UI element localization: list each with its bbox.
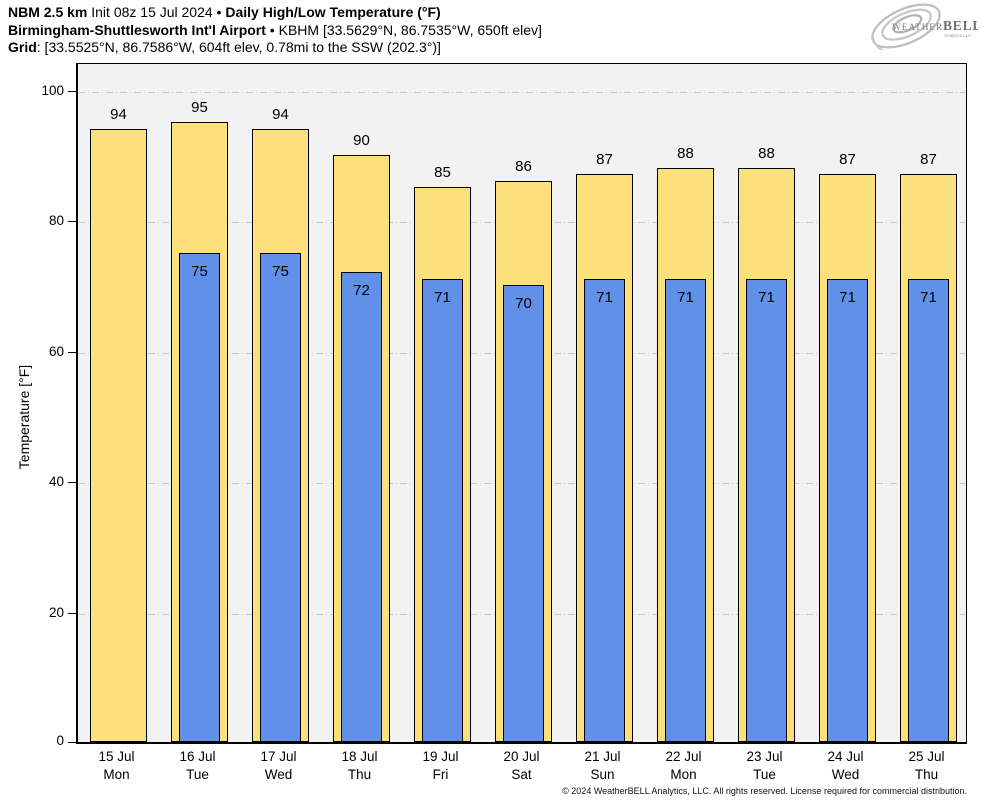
station-name: Birmingham-Shuttlesworth Int'l Airport xyxy=(8,21,266,38)
x-day: Tue xyxy=(186,766,209,782)
x-date: 22 Jul xyxy=(665,749,702,764)
x-date: 15 Jul xyxy=(98,749,135,764)
x-day: Thu xyxy=(914,766,939,782)
x-tick-label: 18 Jul Thu xyxy=(319,748,401,783)
x-tick-label: 21 Jul Sun xyxy=(562,748,644,783)
copyright-notice: © 2024 WeatherBELL Analytics, LLC. All r… xyxy=(562,786,967,796)
low-value-label: 71 xyxy=(839,289,856,306)
high-value-label: 88 xyxy=(677,145,694,162)
y-tick-20 xyxy=(68,612,76,614)
high-value-label: 86 xyxy=(515,158,532,175)
high-value-label: 85 xyxy=(434,164,451,181)
hurricane-swirl-icon xyxy=(871,3,941,50)
header-line-2: Birmingham-Shuttlesworth Int'l Airport •… xyxy=(8,22,542,40)
low-bar xyxy=(665,279,706,742)
x-tick-label: 25 Jul Thu xyxy=(886,748,968,783)
high-bar xyxy=(90,129,147,742)
y-tick-label-20: 20 xyxy=(48,604,64,620)
low-bar xyxy=(908,279,949,742)
x-date: 23 Jul xyxy=(746,749,783,764)
high-value-label: 87 xyxy=(596,151,613,168)
x-day: Mon xyxy=(670,766,697,782)
logo-weather-text: WEATHER xyxy=(892,23,943,33)
high-value-label: 87 xyxy=(920,151,937,168)
high-value-label: 94 xyxy=(272,106,289,123)
y-tick-100 xyxy=(68,90,76,92)
chart-title: Daily High/Low Temperature (°F) xyxy=(225,4,441,20)
x-day: Mon xyxy=(103,766,130,782)
low-bar xyxy=(746,279,787,742)
high-value-label: 87 xyxy=(839,151,856,168)
y-tick-label-100: 100 xyxy=(41,82,64,98)
header-line-1: NBM 2.5 km Init 08z 15 Jul 2024 • Daily … xyxy=(8,4,542,22)
low-bar xyxy=(260,253,301,742)
low-value-label: 71 xyxy=(677,289,694,306)
x-tick-label: 16 Jul Tue xyxy=(157,748,239,783)
x-day: Sat xyxy=(511,766,532,782)
x-day: Thu xyxy=(347,766,372,782)
x-date: 21 Jul xyxy=(584,749,621,764)
low-value-label: 75 xyxy=(191,263,208,280)
x-date: 17 Jul xyxy=(260,749,297,764)
x-day: Tue xyxy=(753,766,776,782)
y-tick-60 xyxy=(68,351,76,353)
low-value-label: 71 xyxy=(920,289,937,306)
x-tick-label: 24 Jul Wed xyxy=(805,748,887,783)
header-line-3: Grid: [33.5525°N, 86.7586°W, 604ft elev,… xyxy=(8,39,542,57)
low-value-label: 71 xyxy=(596,289,613,306)
y-tick-80 xyxy=(68,221,76,222)
y-tick-40 xyxy=(68,482,76,483)
low-bar xyxy=(179,253,220,742)
x-tick-label: 23 Jul Tue xyxy=(724,748,806,783)
low-value-label: 71 xyxy=(758,289,775,306)
x-date: 16 Jul xyxy=(179,749,216,764)
low-value-label: 70 xyxy=(515,295,532,312)
logo-subtext: Analytics LLC xyxy=(944,33,972,38)
low-bar xyxy=(341,272,382,742)
x-day: Sun xyxy=(590,766,615,782)
high-value-label: 94 xyxy=(110,106,127,123)
x-date: 20 Jul xyxy=(503,749,540,764)
x-tick-label: 22 Jul Mon xyxy=(643,748,725,783)
init-time: Init 08z 15 Jul 2024 • xyxy=(87,4,226,20)
x-date: 18 Jul xyxy=(341,749,378,764)
model-name: NBM 2.5 km xyxy=(8,4,88,20)
y-axis-title: Temperature [°F] xyxy=(16,364,32,470)
x-day: Wed xyxy=(831,766,860,782)
low-bar xyxy=(827,279,868,742)
x-tick-label: 15 Jul Mon xyxy=(76,748,158,783)
low-value-label: 75 xyxy=(272,263,289,280)
y-tick-0 xyxy=(68,742,76,743)
x-date: 25 Jul xyxy=(908,749,945,764)
low-bar xyxy=(422,279,463,742)
x-date: 19 Jul xyxy=(422,749,459,764)
x-tick-label: 17 Jul Wed xyxy=(238,748,320,783)
x-tick-label: 19 Jul Fri xyxy=(400,748,482,783)
station-info: • KBHM [33.5629°N, 86.7535°W, 650ft elev… xyxy=(265,21,542,38)
low-value-label: 72 xyxy=(353,282,370,299)
y-tick-label-40: 40 xyxy=(48,474,64,489)
y-tick-label-80: 80 xyxy=(48,213,64,228)
svg-text:WEATHERBELL: WEATHERBELL xyxy=(892,18,978,33)
x-date: 24 Jul xyxy=(827,749,864,764)
plot-area: 94 95 75 94 75 90 72 85 71 86 70 87 71 88 71 88 71 87 71 87… xyxy=(76,63,967,744)
high-value-label: 95 xyxy=(191,99,208,116)
grid-label: Grid xyxy=(8,39,37,55)
high-value-label: 88 xyxy=(758,145,775,162)
grid-info: : [33.5525°N, 86.7586°W, 604ft elev, 0.7… xyxy=(36,39,441,55)
low-value-label: 71 xyxy=(434,289,451,306)
low-bar xyxy=(503,285,544,742)
gridline-100 xyxy=(78,91,966,93)
y-tick-label-0: 0 xyxy=(56,733,64,748)
x-day: Wed xyxy=(264,766,293,782)
x-tick-label: 20 Jul Sat xyxy=(481,748,563,783)
low-bar xyxy=(584,279,625,742)
weatherbell-logo: WEATHERBELL Analytics LLC xyxy=(871,3,978,50)
logo-bell-text: BELL xyxy=(943,18,978,33)
x-day: Fri xyxy=(432,766,449,782)
y-tick-label-60: 60 xyxy=(48,343,64,359)
chart-header: NBM 2.5 km Init 08z 15 Jul 2024 • Daily … xyxy=(8,4,542,57)
high-value-label: 90 xyxy=(353,132,370,149)
